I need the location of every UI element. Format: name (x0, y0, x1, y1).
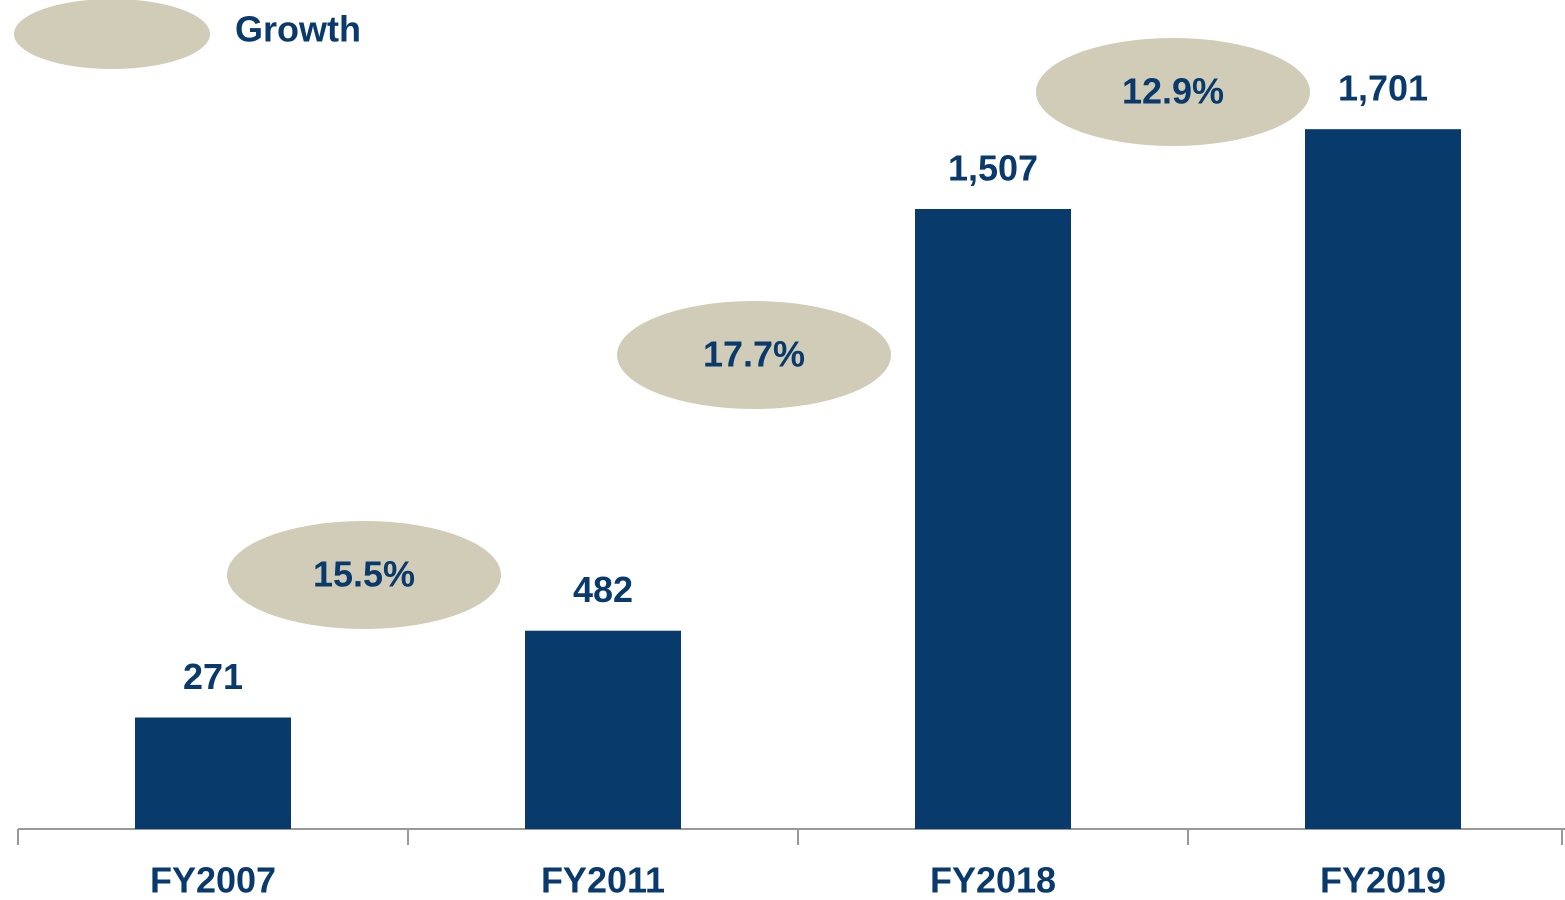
legend-label: Growth (235, 9, 361, 50)
growth-bubble (617, 301, 891, 409)
bar (525, 630, 681, 829)
x-tick-label: FY2011 (541, 860, 665, 900)
bar (135, 717, 291, 829)
growth-label: 17.7% (703, 334, 805, 375)
bar (915, 208, 1071, 829)
value-label: 1,701 (1338, 68, 1428, 109)
growth-bubble (227, 521, 501, 629)
x-tick-label: FY2019 (1320, 860, 1446, 900)
legend-swatch (14, 0, 210, 69)
growth-label: 15.5% (313, 554, 415, 595)
growth-bubble (1036, 38, 1310, 146)
x-tick-label: FY2007 (150, 860, 276, 900)
value-label: 482 (573, 569, 633, 610)
value-label: 1,507 (948, 148, 1038, 189)
x-tick-label: FY2018 (930, 860, 1056, 900)
bar (1305, 129, 1461, 830)
growth-label: 12.9% (1122, 71, 1224, 112)
value-label: 271 (183, 656, 243, 697)
